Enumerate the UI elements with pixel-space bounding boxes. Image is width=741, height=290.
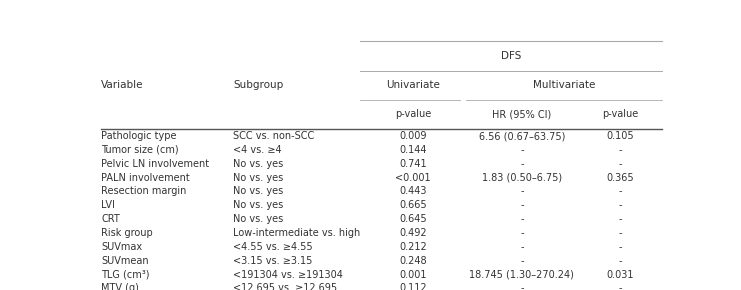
Text: Pelvic LN involvement: Pelvic LN involvement (102, 159, 210, 169)
Text: <4 vs. ≥4: <4 vs. ≥4 (233, 145, 282, 155)
Text: No vs. yes: No vs. yes (233, 186, 284, 197)
Text: -: - (520, 228, 524, 238)
Text: -: - (520, 145, 524, 155)
Text: -: - (618, 283, 622, 290)
Text: <3.15 vs. ≥3.15: <3.15 vs. ≥3.15 (233, 256, 313, 266)
Text: Risk group: Risk group (102, 228, 153, 238)
Text: Tumor size (cm): Tumor size (cm) (102, 145, 179, 155)
Text: 0.212: 0.212 (399, 242, 427, 252)
Text: 0.665: 0.665 (399, 200, 427, 210)
Text: CRT: CRT (102, 214, 120, 224)
Text: -: - (520, 242, 524, 252)
Text: 18.745 (1.30–270.24): 18.745 (1.30–270.24) (470, 270, 574, 280)
Text: Subgroup: Subgroup (233, 80, 284, 90)
Text: -: - (520, 200, 524, 210)
Text: 0.365: 0.365 (606, 173, 634, 183)
Text: Variable: Variable (102, 80, 144, 90)
Text: Low-intermediate vs. high: Low-intermediate vs. high (233, 228, 361, 238)
Text: 1.83 (0.50–6.75): 1.83 (0.50–6.75) (482, 173, 562, 183)
Text: No vs. yes: No vs. yes (233, 214, 284, 224)
Text: DFS: DFS (501, 51, 521, 61)
Text: -: - (618, 256, 622, 266)
Text: 0.741: 0.741 (399, 159, 427, 169)
Text: p-value: p-value (395, 109, 431, 119)
Text: <0.001: <0.001 (395, 173, 431, 183)
Text: SUVmean: SUVmean (102, 256, 149, 266)
Text: TLG (cm³): TLG (cm³) (102, 270, 150, 280)
Text: No vs. yes: No vs. yes (233, 173, 284, 183)
Text: -: - (520, 256, 524, 266)
Text: 0.443: 0.443 (399, 186, 427, 197)
Text: -: - (520, 283, 524, 290)
Text: -: - (618, 228, 622, 238)
Text: 0.112: 0.112 (399, 283, 427, 290)
Text: Pathologic type: Pathologic type (102, 131, 177, 141)
Text: <191304 vs. ≥191304: <191304 vs. ≥191304 (233, 270, 343, 280)
Text: SCC vs. non-SCC: SCC vs. non-SCC (233, 131, 315, 141)
Text: Resection margin: Resection margin (102, 186, 187, 197)
Text: -: - (520, 214, 524, 224)
Text: 0.001: 0.001 (399, 270, 427, 280)
Text: <12.695 vs. ≥12.695: <12.695 vs. ≥12.695 (233, 283, 337, 290)
Text: 0.492: 0.492 (399, 228, 427, 238)
Text: PALN involvement: PALN involvement (102, 173, 190, 183)
Text: No vs. yes: No vs. yes (233, 159, 284, 169)
Text: HR (95% CI): HR (95% CI) (492, 109, 551, 119)
Text: 0.144: 0.144 (399, 145, 427, 155)
Text: p-value: p-value (602, 109, 638, 119)
Text: -: - (618, 159, 622, 169)
Text: <4.55 vs. ≥4.55: <4.55 vs. ≥4.55 (233, 242, 313, 252)
Text: 6.56 (0.67–63.75): 6.56 (0.67–63.75) (479, 131, 565, 141)
Text: -: - (520, 186, 524, 197)
Text: -: - (618, 242, 622, 252)
Text: No vs. yes: No vs. yes (233, 200, 284, 210)
Text: 0.248: 0.248 (399, 256, 427, 266)
Text: 0.105: 0.105 (606, 131, 634, 141)
Text: LVI: LVI (102, 200, 115, 210)
Text: -: - (618, 214, 622, 224)
Text: 0.009: 0.009 (399, 131, 427, 141)
Text: 0.645: 0.645 (399, 214, 427, 224)
Text: MTV (g): MTV (g) (102, 283, 139, 290)
Text: SUVmax: SUVmax (102, 242, 142, 252)
Text: -: - (618, 200, 622, 210)
Text: -: - (618, 145, 622, 155)
Text: 0.031: 0.031 (606, 270, 634, 280)
Text: -: - (618, 186, 622, 197)
Text: Multivariate: Multivariate (533, 80, 595, 90)
Text: -: - (520, 159, 524, 169)
Text: Univariate: Univariate (386, 80, 439, 90)
